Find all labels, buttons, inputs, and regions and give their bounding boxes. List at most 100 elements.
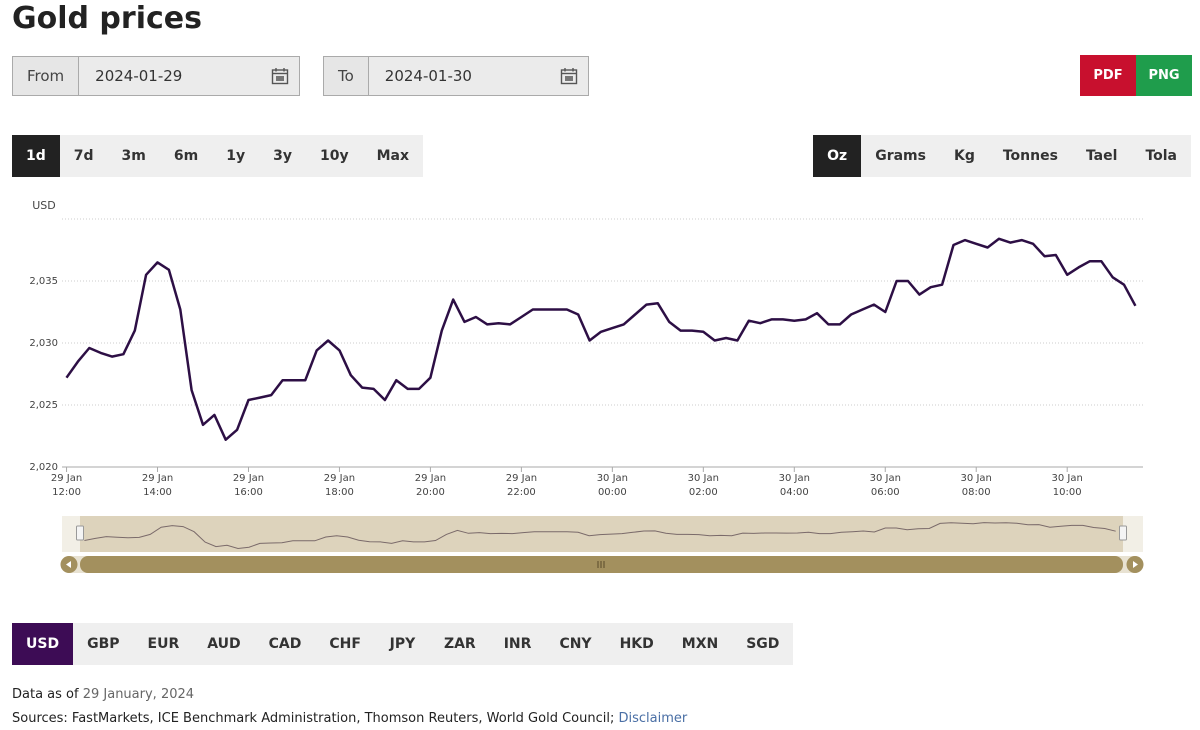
x-tick-label-line: 29 Jan [324, 473, 355, 484]
x-tick-label-line: 29 Jan [415, 473, 446, 484]
tab[interactable]: 1d [12, 135, 60, 177]
to-date[interactable]: To 2024-01-30 [323, 56, 589, 96]
x-tick-label-line: 29 Jan [506, 473, 537, 484]
y-tick-label: 2,035 [29, 276, 58, 287]
tab[interactable]: ZAR [443, 636, 476, 652]
from-value-wrap: 2024-01-29 [79, 57, 299, 95]
tab[interactable]: Tola [1145, 148, 1177, 164]
x-tick-label-line: 30 Jan [688, 473, 719, 484]
scroll-grip [597, 561, 605, 568]
x-tick-label: 29 Jan 22:00 [506, 473, 537, 498]
tab[interactable]: Grams [875, 148, 926, 164]
x-tick-label-line: 20:00 [416, 487, 445, 498]
tab[interactable]: EUR [147, 636, 180, 652]
price-line [65, 237, 1137, 441]
x-tick-label-line: 30 Jan [1052, 473, 1083, 484]
navigator-line [84, 522, 1116, 550]
x-tick-label-line: 10:00 [1053, 487, 1082, 498]
x-tick-label: 30 Jan 08:00 [961, 473, 992, 498]
x-tick-label-line: 29 Jan [142, 473, 173, 484]
data-as-of: Data as of 29 January, 2024 [12, 687, 194, 702]
x-tick-label-line: 30 Jan [870, 473, 901, 484]
tab[interactable]: 1y [226, 148, 246, 164]
to-value: 2024-01-30 [384, 67, 472, 85]
x-tick-label: 29 Jan 20:00 [415, 473, 446, 498]
x-tick-label: 30 Jan 06:00 [870, 473, 901, 498]
from-label: From [13, 57, 80, 95]
tab[interactable]: 6m [173, 148, 199, 164]
x-tick-label: 30 Jan 04:00 [779, 473, 810, 498]
tab[interactable]: CAD [268, 636, 302, 652]
scroll-arrow [66, 561, 71, 568]
tab[interactable]: USD [12, 623, 74, 665]
x-tick-label-line: 16:00 [234, 487, 263, 498]
x-tick-label: 29 Jan 16:00 [233, 473, 264, 498]
tab[interactable]: AUD [207, 636, 241, 652]
y-tick-label: 2,020 [29, 462, 58, 473]
scroll-arrow [1133, 561, 1138, 568]
tab[interactable]: 10y [319, 148, 349, 164]
tab[interactable]: Max [376, 148, 409, 164]
x-tick-label-line: 18:00 [325, 487, 354, 498]
tab[interactable]: 3y [273, 148, 292, 164]
currency-tabs: USD GBP EUR AUD CAD CHF JPY ZAR INR CNY HKD MXN SGD [12, 623, 794, 665]
navigator-handle [1119, 525, 1127, 541]
tab[interactable]: HKD [619, 636, 654, 652]
x-tick-label: 30 Jan 02:00 [688, 473, 719, 498]
navigator-handle [76, 525, 84, 541]
period-tabs: 1d 7d 3m 6m 1y 3y 10y Max [12, 135, 423, 177]
x-tick-label-line: 06:00 [871, 487, 900, 498]
tab[interactable]: INR [503, 636, 532, 652]
x-tick-label: 30 Jan 10:00 [1052, 473, 1083, 498]
data-as-of-label: Data as of [12, 687, 79, 702]
tab[interactable]: 3m [121, 148, 146, 164]
x-tick-label-line: 29 Jan [233, 473, 264, 484]
y-axis-label: USD [32, 199, 56, 212]
calendar-icon[interactable] [271, 67, 289, 85]
calendar-icon[interactable] [560, 67, 578, 85]
x-tick-label: 29 Jan 18:00 [324, 473, 355, 498]
data-as-of-date: 29 January, 2024 [82, 687, 195, 702]
x-tick-label-line: 08:00 [962, 487, 991, 498]
x-tick-label-line: 30 Jan [597, 473, 628, 484]
x-tick-label: 29 Jan 12:00 [51, 473, 82, 498]
x-tick-label: 30 Jan 00:00 [597, 473, 628, 498]
pdf-button[interactable]: PDF [1080, 55, 1136, 96]
x-tick-label-line: 14:00 [143, 487, 172, 498]
tab[interactable]: SGD [746, 636, 780, 652]
y-tick-label: 2,025 [29, 400, 58, 411]
x-tick-label-line: 02:00 [689, 487, 718, 498]
x-tick-label-line: 29 Jan [51, 473, 82, 484]
navigator-window [80, 516, 1123, 552]
tab[interactable]: 7d [73, 148, 94, 164]
x-tick-label-line: 00:00 [598, 487, 627, 498]
tab[interactable]: Kg [953, 148, 975, 164]
tab[interactable]: GBP [87, 636, 120, 652]
from-value: 2024-01-29 [95, 67, 183, 85]
tab[interactable]: Tael [1085, 148, 1118, 164]
tab[interactable]: JPY [389, 636, 416, 652]
x-tick-label: 29 Jan 14:00 [142, 473, 173, 498]
x-tick-label-line: 30 Jan [779, 473, 810, 484]
y-tick-label: 2,030 [29, 338, 58, 349]
sources-text: Sources: FastMarkets, ICE Benchmark Admi… [12, 711, 615, 726]
x-tick-label-line: 12:00 [52, 487, 81, 498]
tab[interactable]: MXN [681, 636, 719, 652]
to-value-wrap: 2024-01-30 [369, 57, 588, 95]
from-date[interactable]: From 2024-01-29 [12, 56, 300, 96]
to-label: To [324, 57, 369, 95]
tab[interactable]: CNY [559, 636, 592, 652]
tab[interactable]: CHF [329, 636, 361, 652]
sources: Sources: FastMarkets, ICE Benchmark Admi… [12, 711, 687, 726]
tab[interactable]: Oz [813, 135, 862, 177]
png-button[interactable]: PNG [1136, 55, 1192, 96]
unit-tabs: Oz Grams Kg Tonnes Tael Tola [813, 135, 1191, 177]
tab[interactable]: Tonnes [1002, 148, 1058, 164]
x-tick-label-line: 22:00 [507, 487, 536, 498]
disclaimer-link[interactable]: Disclaimer [618, 711, 688, 726]
x-tick-label-line: 04:00 [780, 487, 809, 498]
x-tick-label-line: 30 Jan [961, 473, 992, 484]
page-title: Gold prices [12, 1, 202, 36]
